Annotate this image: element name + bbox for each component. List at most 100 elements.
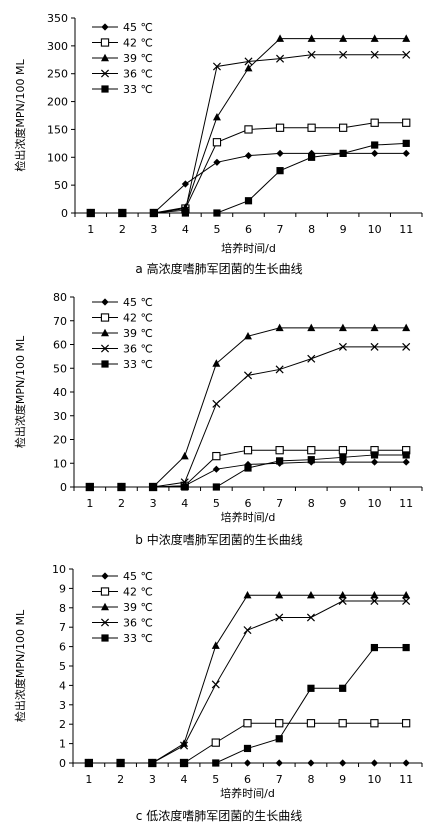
legend-marker [100,313,110,322]
chart-caption: c 低浓度嗜肺军团菌的生长曲线 [136,808,302,823]
legend-label: 45 ℃ [123,21,153,34]
x-tick-label: 5 [213,223,220,236]
data-point [211,680,220,689]
data-point [243,759,252,767]
legend-label: 45 ℃ [123,570,153,583]
y-tick-label: 6 [59,641,66,654]
data-point [243,446,253,455]
x-tick-label: 1 [85,773,92,786]
data-point [402,323,411,332]
data-point [211,641,220,649]
x-tick-label: 9 [340,223,347,236]
data-point [275,446,284,455]
y-tick-label: 10 [53,457,67,470]
data-point [371,141,379,149]
legend-label: 33 ℃ [123,83,153,96]
data-point [370,590,379,599]
x-tick-label: 10 [368,223,382,236]
data-point [338,342,347,351]
data-point [212,465,220,473]
y-tick-label: 0 [61,207,68,220]
data-point [339,453,347,461]
x-tick-label: 8 [308,497,315,510]
x-tick-label: 7 [276,773,283,786]
legend-marker [101,360,109,368]
data-point [307,684,315,692]
legend-label: 36 ℃ [123,68,153,81]
data-point [213,209,221,217]
data-point [370,118,379,127]
data-point [307,759,315,767]
data-point [86,483,94,491]
y-tick-label: 350 [47,12,68,25]
x-tick-label: 11 [399,223,413,236]
data-point [338,123,348,132]
data-point [212,112,221,121]
chart-panel-b: 0 10 20 30 40 50 60 70 80 1 2 3 4 5 6 7 8 9 10 11 培养时间/d 检出浓度… [13,291,423,547]
legend-label: 39 ℃ [123,52,153,65]
data-point [180,759,188,767]
legend-marker [100,69,110,78]
data-point [370,596,379,606]
y-tick-label: 60 [53,339,67,352]
data-point [338,719,347,728]
data-point [244,63,253,72]
data-point [370,342,379,351]
legend-label: 36 ℃ [123,343,153,356]
y-tick-label: 100 [47,151,68,164]
data-point [402,458,410,466]
x-tick-label: 6 [245,223,252,236]
data-point [244,57,253,66]
data-point [211,738,220,747]
data-point [212,399,221,408]
chart-panel-a: 0 50 100 150 200 250 300 350 1 2 3 4 5 6 7 8 9 10 11 培养时间/d… [13,12,423,276]
data-point [339,759,347,767]
data-point [276,149,284,157]
data-point [370,458,379,466]
series-line [88,722,407,764]
y-tick-label: 0 [59,757,66,770]
data-point [243,744,252,753]
chart-panel-c: 0 1 2 3 4 5 6 7 8 9 10 1 2 3 4 5 6 7 8 9 10 11 培养时间/d 检出浓度MPN/1… [13,563,423,823]
y-tick-label: 2 [59,718,66,731]
y-tick-label: 7 [59,621,66,634]
data-point [307,323,316,332]
y-tick-label: 50 [54,179,68,192]
data-point [371,149,379,157]
data-point [307,153,316,161]
y-tick-label: 40 [53,386,67,399]
y-tick-label: 5 [59,660,66,673]
x-tick-label: 2 [117,773,124,786]
data-point [402,342,411,351]
data-point [213,158,221,166]
data-point [149,483,157,491]
y-tick-label: 300 [47,40,68,53]
data-point [116,759,125,767]
data-point [338,323,347,332]
data-point [402,451,410,459]
data-point [402,643,410,652]
data-point [87,209,95,217]
series-0 [87,149,410,217]
legend: 45 ℃ 42 ℃ 39 ℃ 36 ℃ 33 ℃ [92,570,153,645]
data-point [118,209,126,217]
data-point [275,735,283,743]
legend-label: 33 ℃ [123,358,153,371]
x-tick-label: 5 [212,773,219,786]
data-point [212,451,221,461]
legend-marker [100,38,110,47]
x-tick-label: 4 [181,497,188,510]
x-tick-label: 1 [86,497,93,510]
data-point [339,684,347,692]
y-tick-label: 3 [59,699,66,712]
data-point [402,50,411,59]
x-tick-label: 5 [213,497,220,510]
x-tick-label: 10 [368,497,382,510]
x-tick-label: 8 [308,223,315,236]
data-point [338,446,348,455]
legend-label: 39 ℃ [123,327,153,340]
y-axis-label: 检出浓度MPN/100 ML [13,335,27,448]
data-point [276,457,284,465]
data-point [85,759,93,767]
